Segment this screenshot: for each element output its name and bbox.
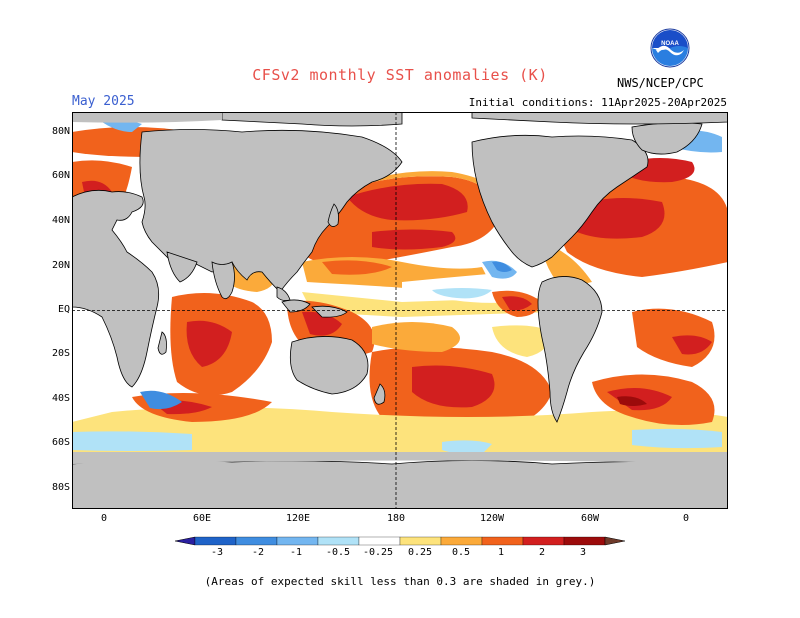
lon-label: 60W xyxy=(580,513,600,524)
lat-label: 40N xyxy=(51,215,70,226)
lat-label: 20S xyxy=(51,348,70,359)
lat-label: 80N xyxy=(51,126,70,137)
colorbar-arrow-low xyxy=(175,536,196,546)
colorbar-swatch xyxy=(563,536,606,546)
forecast-month: May 2025 xyxy=(72,94,135,109)
land-masses xyxy=(72,112,728,509)
colorbar-label: 2 xyxy=(538,547,546,558)
lat-label: 60N xyxy=(51,170,70,181)
lon-label: 120E xyxy=(285,513,311,524)
colorbar-label: -0.5 xyxy=(325,547,351,558)
colorbar-swatch xyxy=(194,536,237,546)
lon-label: 0 xyxy=(100,513,108,524)
low-skill-areas xyxy=(72,112,728,464)
colorbar-label: 1 xyxy=(497,547,505,558)
lat-label: 60S xyxy=(51,437,70,448)
footnote: (Areas of expected skill less than 0.3 a… xyxy=(204,575,596,588)
colorbar-arrow-high xyxy=(604,536,625,546)
colorbar-label: -0.25 xyxy=(362,547,394,558)
colorbar-label: 0.5 xyxy=(451,547,471,558)
noaa-logo: NOAA xyxy=(650,28,690,68)
colorbar-swatch xyxy=(481,536,524,546)
colorbar-label: -1 xyxy=(289,547,303,558)
map-title: CFSv2 monthly SST anomalies (K) xyxy=(252,66,548,84)
agency-label: NWS/NCEP/CPC xyxy=(617,76,704,90)
colorbar-label: -2 xyxy=(251,547,265,558)
initial-conditions: Initial conditions: 11Apr2025-20Apr2025 xyxy=(468,96,727,109)
lat-label: 80S xyxy=(51,482,70,493)
lon-label: 0 xyxy=(682,513,690,524)
colorbar-swatch xyxy=(522,536,565,546)
lat-label: 40S xyxy=(51,393,70,404)
svg-text:NOAA: NOAA xyxy=(661,41,679,47)
lon-label: 60E xyxy=(192,513,212,524)
anomaly-fields xyxy=(72,119,728,457)
colorbar-swatch xyxy=(358,536,401,546)
colorbar-swatch xyxy=(399,536,442,546)
colorbar-swatch xyxy=(440,536,483,546)
lon-label: 120W xyxy=(479,513,505,524)
colorbar-label: 3 xyxy=(579,547,587,558)
sst-anomaly-map xyxy=(72,112,728,509)
lon-label: 180 xyxy=(386,513,406,524)
map-frame xyxy=(72,112,728,509)
colorbar-swatch xyxy=(235,536,278,546)
colorbar-swatch xyxy=(317,536,360,546)
colorbar-swatch xyxy=(276,536,319,546)
colorbar-label: -3 xyxy=(210,547,224,558)
colorbar xyxy=(175,536,625,546)
lat-label: 20N xyxy=(51,260,70,271)
colorbar-label: 0.25 xyxy=(407,547,433,558)
lat-label: EQ xyxy=(57,304,70,315)
